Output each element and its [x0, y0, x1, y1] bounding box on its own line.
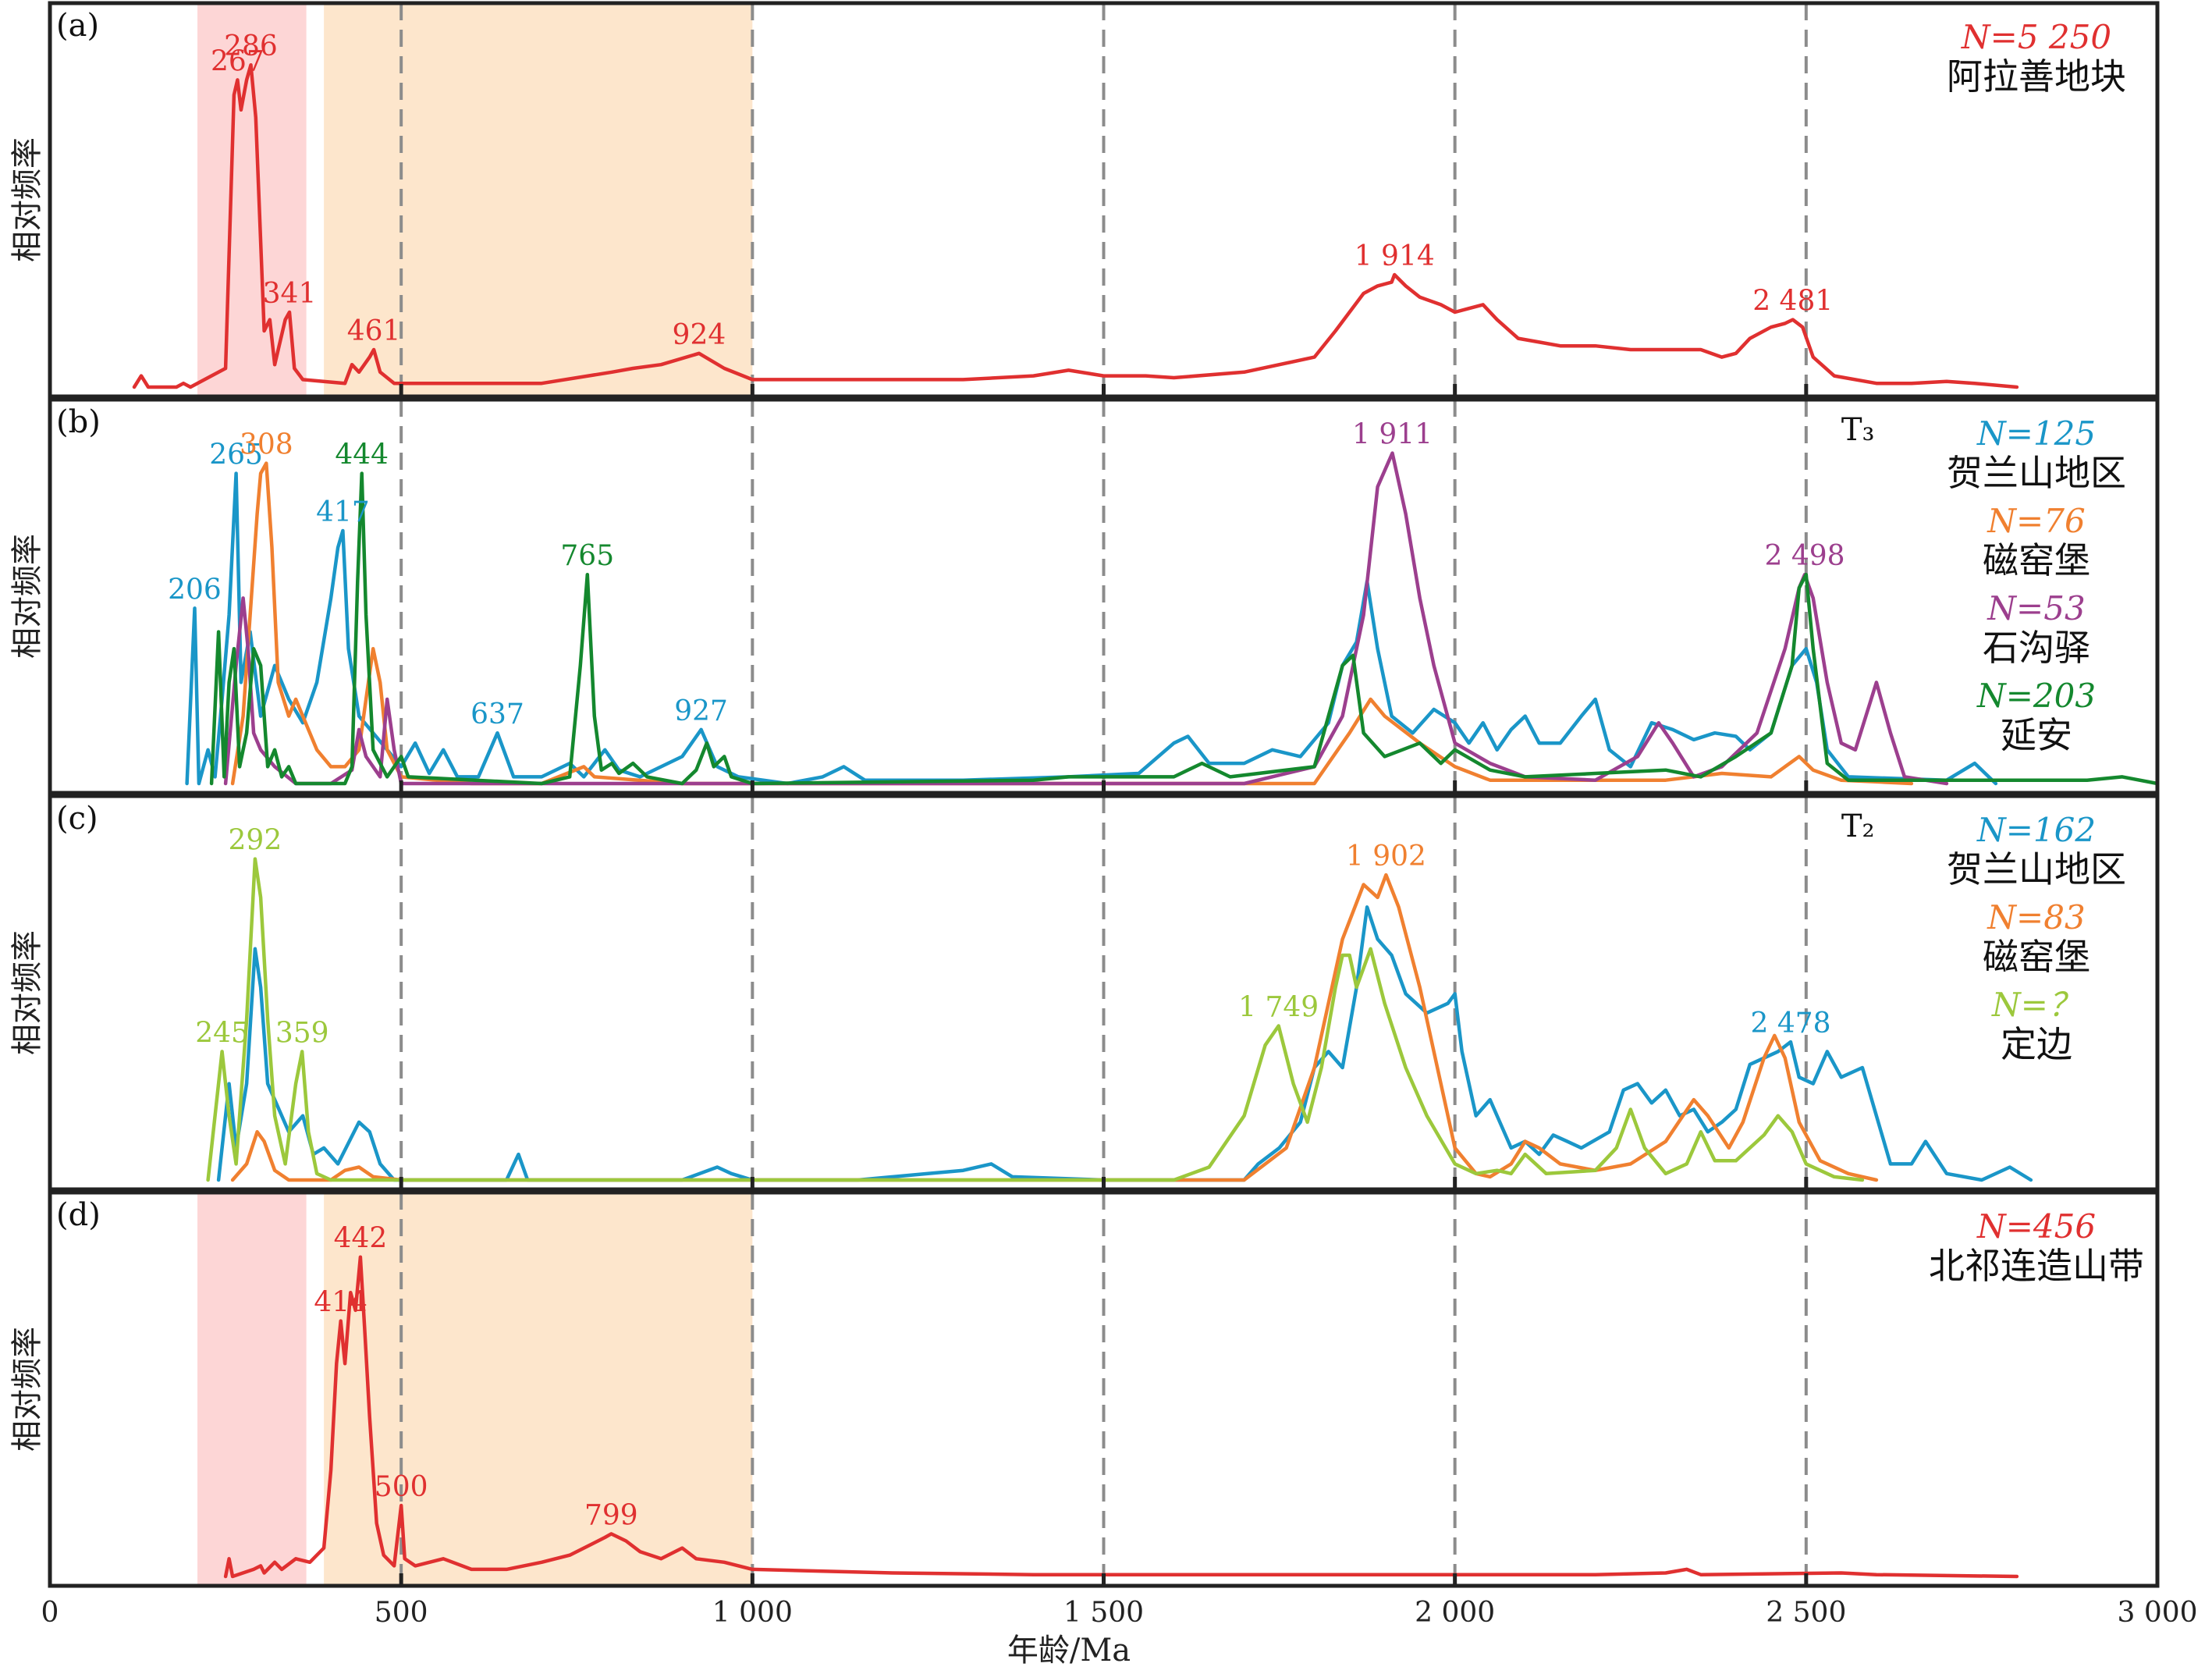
legend-region: 延安 [2001, 714, 2072, 756]
peak-label: 245 [195, 1017, 249, 1049]
legend-count: N=？ [1991, 986, 2081, 1024]
legend-region: 磁窑堡 [1983, 539, 2090, 581]
peak-label: 1 914 [1355, 240, 1435, 272]
x-tick-label: 1 500 [1063, 1597, 1144, 1629]
peak-label: 265 [209, 439, 263, 471]
legend-count: N=53 [1987, 589, 2085, 627]
y-axis-label: 相对频率 [9, 1327, 45, 1452]
peak-label: 1 902 [1346, 841, 1426, 873]
peak-label: 1 911 [1352, 419, 1433, 451]
series-line [216, 905, 2033, 1182]
series-line [185, 471, 1998, 786]
legend-region: 磁窑堡 [1983, 936, 2090, 978]
legend-region: 石沟驿 [1983, 627, 2090, 669]
peak-label: 765 [560, 540, 614, 572]
panel-frames [48, 1, 2160, 1588]
peak-label: 359 [275, 1017, 329, 1049]
peak-label: 206 [168, 574, 222, 606]
peak-label: 2 481 [1752, 286, 1833, 318]
x-tick-label: 3 000 [2117, 1597, 2197, 1629]
legend-count: N=76 [1987, 502, 2085, 540]
peak-label: 927 [674, 695, 728, 727]
age-band [324, 3, 753, 396]
shaded-bands [197, 3, 753, 1586]
peak-label: 2 478 [1750, 1008, 1830, 1040]
legend-region: 定边 [2001, 1023, 2072, 1065]
peak-label: 442 [334, 1223, 388, 1255]
legend-count: N=125 [1976, 414, 2096, 453]
x-tick-label: 0 [41, 1597, 59, 1629]
age-band [197, 1192, 307, 1586]
legend-region: 北祁连造山带 [1929, 1245, 2144, 1287]
y-axis-label: 相对频率 [9, 137, 45, 262]
legend-region: 阿拉善地块 [1947, 55, 2126, 98]
peak-label: 500 [375, 1471, 428, 1503]
peak-label: 286 [224, 30, 278, 62]
series-line [223, 451, 1949, 786]
y-axis-label: 相对频率 [9, 534, 45, 659]
panel-label: (b) [56, 404, 101, 440]
x-axis-label: 年龄/Ma [1007, 1633, 1131, 1669]
peak-label: 444 [335, 439, 389, 471]
legend-region: 贺兰山地区 [1947, 848, 2126, 890]
peak-label: 292 [229, 825, 282, 857]
stratum-annotation: T₂ [1841, 809, 1875, 844]
y-axis-label: 相对频率 [9, 930, 45, 1055]
panel-label: (a) [56, 8, 99, 44]
series-line [132, 62, 2019, 389]
panel-label: (c) [56, 801, 98, 837]
legend-count: N=162 [1976, 811, 2096, 849]
x-tick-label: 2 500 [1766, 1597, 1846, 1629]
peak-label: 308 [240, 429, 293, 461]
series-layer [132, 62, 2160, 1579]
peak-label: 461 [347, 315, 401, 347]
legend-count: N=456 [1976, 1207, 2096, 1246]
peak-label: 924 [673, 319, 726, 351]
peak-label: 637 [470, 698, 524, 730]
peak-label: 1 749 [1238, 992, 1319, 1024]
series-line [230, 461, 1914, 786]
series-line [206, 857, 1865, 1182]
legend-count: N=203 [1976, 677, 2096, 715]
peak-label: 799 [584, 1499, 638, 1531]
peak-label: 417 [316, 496, 370, 528]
series-line [209, 471, 2160, 786]
peak-label: 414 [314, 1287, 367, 1319]
peak-label: 267 [211, 45, 265, 77]
x-tick-label: 2 000 [1415, 1597, 1495, 1629]
x-tick-label: 500 [375, 1597, 428, 1629]
peak-label: 2 498 [1765, 540, 1845, 572]
series-line [223, 1255, 2019, 1579]
series-line [230, 873, 1879, 1182]
legend-count: N=83 [1987, 898, 2085, 937]
x-tick-label: 1 000 [712, 1597, 793, 1629]
legend-region: 贺兰山地区 [1947, 452, 2126, 494]
age-band [324, 1192, 753, 1586]
legend-count: N=5 250 [1961, 18, 2111, 56]
stratum-annotation: T₃ [1841, 412, 1875, 448]
dashed-reference-lines [399, 3, 1808, 1586]
panel-label: (d) [56, 1197, 101, 1233]
peak-label: 341 [263, 278, 317, 310]
